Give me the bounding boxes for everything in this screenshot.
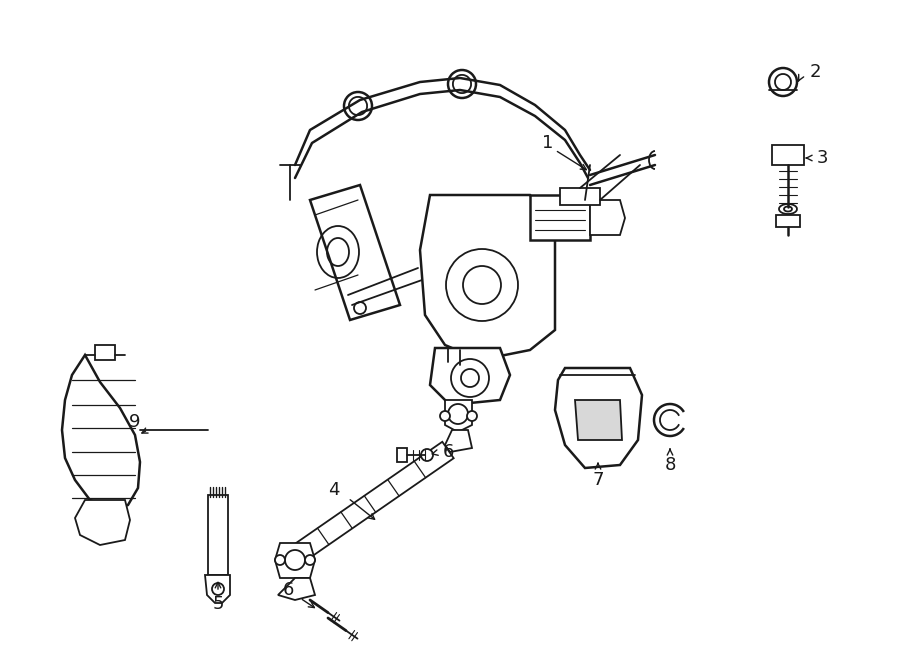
Polygon shape	[555, 368, 642, 468]
Polygon shape	[560, 188, 600, 205]
Circle shape	[440, 411, 450, 421]
Text: 6: 6	[283, 581, 293, 599]
Circle shape	[285, 550, 305, 570]
Text: 1: 1	[543, 134, 553, 152]
Polygon shape	[445, 430, 472, 452]
Polygon shape	[95, 345, 115, 360]
Circle shape	[354, 302, 366, 314]
Circle shape	[448, 404, 468, 424]
Text: 6: 6	[442, 443, 454, 461]
Polygon shape	[278, 578, 315, 600]
Text: 5: 5	[212, 595, 224, 613]
Polygon shape	[75, 500, 130, 545]
Text: 2: 2	[809, 63, 821, 81]
Circle shape	[421, 449, 433, 461]
Circle shape	[467, 411, 477, 421]
Polygon shape	[776, 215, 800, 227]
Text: 4: 4	[328, 481, 340, 499]
Polygon shape	[445, 400, 472, 432]
Polygon shape	[205, 575, 230, 603]
Polygon shape	[530, 195, 590, 240]
Circle shape	[275, 555, 285, 565]
Text: 3: 3	[816, 149, 828, 167]
Circle shape	[212, 583, 224, 595]
Text: 9: 9	[130, 413, 140, 431]
Polygon shape	[208, 495, 228, 575]
Polygon shape	[397, 448, 407, 462]
Polygon shape	[575, 400, 622, 440]
Polygon shape	[590, 200, 625, 235]
Text: 7: 7	[592, 471, 604, 489]
Polygon shape	[310, 185, 400, 320]
Polygon shape	[430, 348, 510, 405]
Polygon shape	[286, 442, 454, 566]
Polygon shape	[772, 145, 804, 165]
Circle shape	[305, 555, 315, 565]
Text: 8: 8	[664, 456, 676, 474]
Polygon shape	[420, 195, 555, 360]
Polygon shape	[62, 355, 140, 510]
Polygon shape	[275, 543, 315, 578]
